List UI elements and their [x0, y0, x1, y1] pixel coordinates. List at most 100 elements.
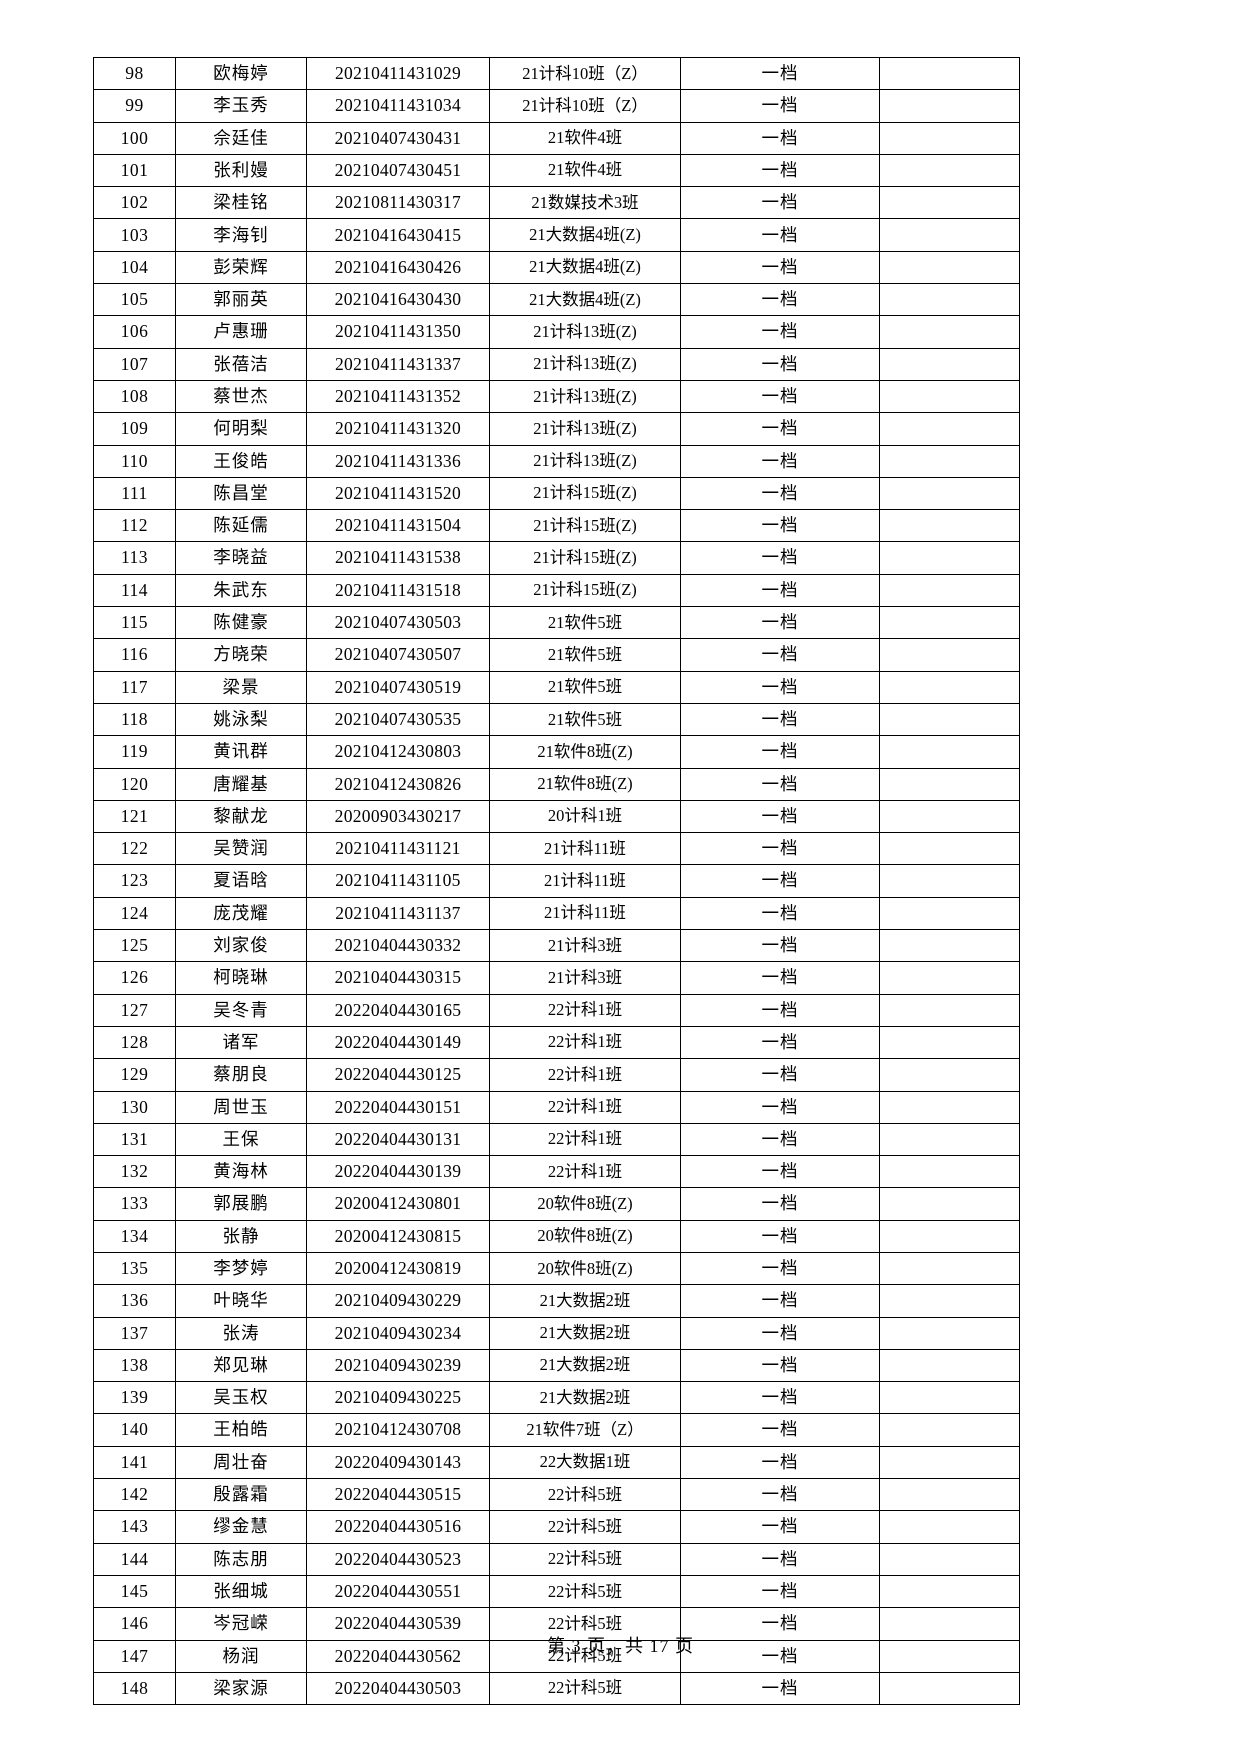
- student-name: 郭丽英: [175, 283, 307, 317]
- class-name: 22计科5班: [489, 1607, 681, 1641]
- remark-cell: [879, 1155, 1020, 1189]
- table-row: 129 蔡朋良 20220404430125 22计科1班 一档: [93, 1058, 1020, 1092]
- class-name: 21计科10班（Z）: [489, 56, 681, 91]
- row-index: 130: [93, 1090, 176, 1124]
- grade-tier: 一档: [680, 412, 880, 446]
- table-row: 111 陈昌堂 20210411431520 21计科15班(Z) 一档: [93, 476, 1020, 511]
- remark-cell: [879, 412, 1020, 446]
- student-id: 20210407430519: [306, 670, 490, 704]
- student-id: 20210416430426: [306, 250, 490, 285]
- student-name: 陈延儒: [175, 509, 307, 543]
- student-name: 欧梅婷: [175, 56, 307, 91]
- table-row: 121 黎献龙 20200903430217 20计科1班 一档: [93, 799, 1020, 834]
- remark-cell: [879, 56, 1020, 91]
- grade-tier: 一档: [680, 1251, 880, 1286]
- remark-cell: [879, 1058, 1020, 1092]
- row-index: 101: [93, 153, 176, 188]
- student-name: 梁桂铭: [175, 186, 307, 220]
- table-row: 139 吴玉权 20210409430225 21大数据2班 一档: [93, 1381, 1020, 1415]
- class-name: 22计科5班: [489, 1639, 681, 1673]
- grade-tier: 一档: [680, 1348, 880, 1383]
- student-id: 20210407430431: [306, 121, 490, 155]
- grade-tier: 一档: [680, 767, 880, 801]
- grade-tier: 一档: [680, 56, 880, 91]
- remark-cell: [879, 509, 1020, 543]
- row-index: 103: [93, 218, 176, 252]
- row-index: 132: [93, 1155, 176, 1189]
- remark-cell: [879, 832, 1020, 866]
- class-name: 21软件5班: [489, 702, 681, 737]
- grade-tier: 一档: [680, 347, 880, 381]
- table-row: 117 梁景 20210407430519 21软件5班 一档: [93, 670, 1020, 704]
- grade-tier: 一档: [680, 864, 880, 898]
- table-row: 116 方晓荣 20210407430507 21软件5班 一档: [93, 638, 1020, 672]
- table-row: 126 柯晓琳 20210404430315 21计科3班 一档: [93, 961, 1020, 995]
- student-id: 20210416430415: [306, 218, 490, 252]
- grade-tier: 一档: [680, 1122, 880, 1157]
- class-name: 22计科5班: [489, 1478, 681, 1512]
- student-id: 20210411431538: [306, 541, 490, 575]
- grade-tier: 一档: [680, 638, 880, 672]
- row-index: 128: [93, 1025, 176, 1060]
- row-index: 120: [93, 767, 176, 801]
- row-index: 123: [93, 864, 176, 898]
- class-name: 21计科15班(Z): [489, 573, 681, 608]
- table-row: 119 黄讯群 20210412430803 21软件8班(Z) 一档: [93, 735, 1020, 769]
- class-name: 21软件5班: [489, 638, 681, 672]
- row-index: 137: [93, 1316, 176, 1350]
- student-name: 柯晓琳: [175, 961, 307, 995]
- remark-cell: [879, 347, 1020, 381]
- student-id: 20210811430317: [306, 186, 490, 220]
- student-name: 刘家俊: [175, 929, 307, 963]
- table-row: 143 缪金慧 20220404430516 22计科5班 一档: [93, 1510, 1020, 1544]
- class-name: 21计科11班: [489, 864, 681, 898]
- student-name: 唐耀基: [175, 767, 307, 801]
- student-id: 20210411431336: [306, 444, 490, 478]
- student-id: 20210409430234: [306, 1316, 490, 1350]
- row-index: 115: [93, 606, 176, 640]
- row-index: 117: [93, 670, 176, 704]
- grade-tier: 一档: [680, 1510, 880, 1544]
- row-index: 113: [93, 541, 176, 575]
- grade-tier: 一档: [680, 1445, 880, 1480]
- class-name: 22计科1班: [489, 1122, 681, 1157]
- row-index: 142: [93, 1478, 176, 1512]
- student-name: 陈志朋: [175, 1542, 307, 1576]
- student-name: 叶晓华: [175, 1284, 307, 1318]
- table-row: 128 诸军 20220404430149 22计科1班 一档: [93, 1025, 1020, 1060]
- student-name: 夏语晗: [175, 864, 307, 898]
- grade-tier: 一档: [680, 993, 880, 1027]
- student-id: 20210411431337: [306, 347, 490, 381]
- grade-tier: 一档: [680, 1025, 880, 1060]
- grade-tier: 一档: [680, 153, 880, 188]
- student-id: 20210404430332: [306, 929, 490, 963]
- student-name: 庞茂耀: [175, 896, 307, 931]
- class-name: 21计科3班: [489, 961, 681, 995]
- student-id: 20210411431352: [306, 379, 490, 414]
- remark-cell: [879, 1090, 1020, 1124]
- row-index: 125: [93, 929, 176, 963]
- grade-tier: 一档: [680, 186, 880, 220]
- remark-cell: [879, 218, 1020, 252]
- student-name: 张静: [175, 1219, 307, 1253]
- remark-cell: [879, 896, 1020, 931]
- student-name: 姚泳梨: [175, 702, 307, 737]
- row-index: 118: [93, 702, 176, 737]
- grade-tier: 一档: [680, 1316, 880, 1350]
- remark-cell: [879, 1381, 1020, 1415]
- table-row: 99 李玉秀 20210411431034 21计科10班（Z） 一档: [93, 89, 1020, 123]
- remark-cell: [879, 1478, 1020, 1512]
- remark-cell: [879, 1413, 1020, 1447]
- table-row: 134 张静 20200412430815 20软件8班(Z) 一档: [93, 1219, 1020, 1253]
- student-id: 20210411431350: [306, 315, 490, 349]
- table-row: 145 张细城 20220404430551 22计科5班 一档: [93, 1574, 1020, 1609]
- row-index: 136: [93, 1284, 176, 1318]
- table-row: 98 欧梅婷 20210411431029 21计科10班（Z） 一档: [93, 56, 1020, 91]
- student-name: 吴赞润: [175, 832, 307, 866]
- table-row: 132 黄海林 20220404430139 22计科1班 一档: [93, 1155, 1020, 1189]
- remark-cell: [879, 1510, 1020, 1544]
- class-name: 22计科5班: [489, 1671, 681, 1706]
- row-index: 109: [93, 412, 176, 446]
- student-id: 20210412430708: [306, 1413, 490, 1447]
